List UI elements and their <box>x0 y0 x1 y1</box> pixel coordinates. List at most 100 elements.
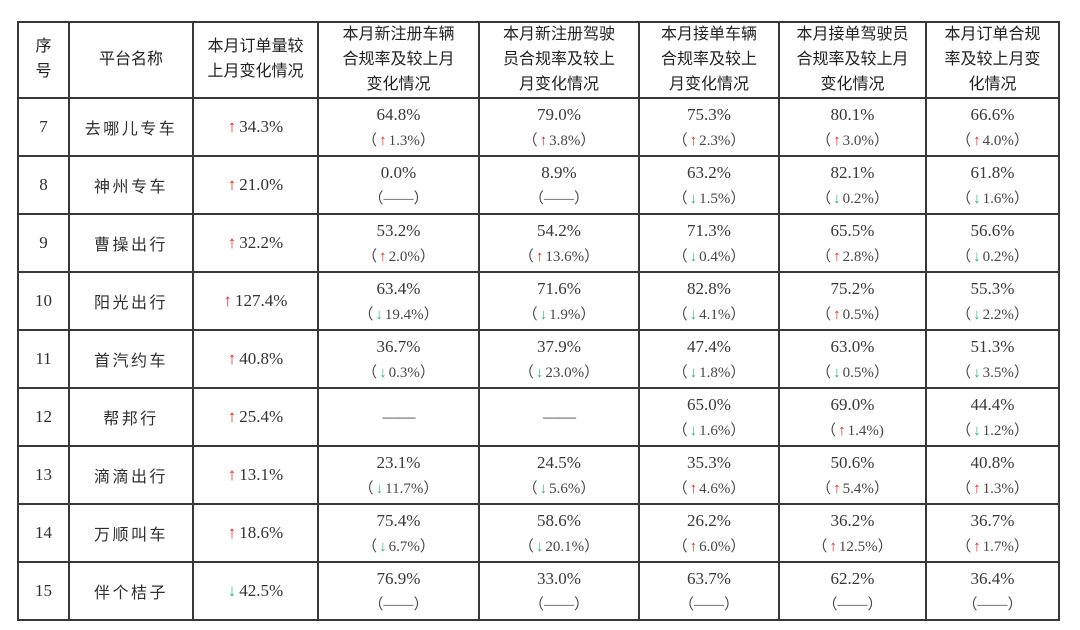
serial-cell: 12 <box>17 387 70 448</box>
order-driver-compliance-cell: 80.1% （↑ 3.0%） <box>778 97 927 158</box>
up-arrow-icon: ↑ <box>227 523 237 543</box>
down-arrow-icon: ↓ <box>689 190 698 207</box>
down-arrow-icon: ↓ <box>973 364 981 381</box>
new-driver-compliance-cell: 33.0% （——） <box>478 561 640 622</box>
rate-change: （↑ 1.3%） <box>956 480 1029 497</box>
order-driver-compliance-cell: 69.0% （↑ 1.4%) <box>778 387 927 448</box>
rate-change: （↓ 0.3%） <box>362 364 435 381</box>
platform-name-cell: 首汽约车 <box>68 329 194 390</box>
rate-value: 8.9% <box>541 163 577 183</box>
order-volume-change-cell: ↑ 18.6% <box>192 503 319 564</box>
order-vehicle-compliance-cell: 35.3% （↑ 4.6%） <box>638 445 780 506</box>
rate-value: 71.6% <box>537 279 581 299</box>
up-arrow-icon: ↑ <box>973 538 981 555</box>
up-arrow-icon: ↑ <box>227 407 237 427</box>
new-vehicle-compliance-cell: 75.4% （↓ 6.7%） <box>317 503 480 564</box>
new-vehicle-compliance-cell: 23.1% （↓ 11.7%） <box>317 445 480 506</box>
table-row: 9 曹操出行 ↑ 32.2% 53.2% （↑ 2.0%） 54.2% （↑ 13.6%） 71.3… <box>17 213 1060 274</box>
rate-value: 50.6% <box>830 453 875 473</box>
down-arrow-icon: ↓ <box>375 480 384 497</box>
order-compliance-cell: 36.4% （——） <box>925 561 1060 622</box>
up-arrow-icon: ↑ <box>833 248 841 265</box>
down-arrow-icon: ↓ <box>689 306 698 323</box>
rate-value: 35.3% <box>687 453 731 473</box>
order-vehicle-compliance-cell: 63.7% （——） <box>638 561 780 622</box>
platform-name-cell: 曹操出行 <box>68 213 194 274</box>
order-volume-change-value: 127.4% <box>235 291 288 311</box>
rate-value: 65.5% <box>830 221 875 241</box>
rate-change: （↑ 3.0%） <box>816 132 889 149</box>
order-compliance-cell: 61.8% （↓ 1.6%） <box>925 155 1060 216</box>
rate-value: 63.0% <box>830 337 875 357</box>
column-header-platform: 平台名称 <box>68 20 194 100</box>
down-arrow-icon: ↓ <box>539 480 548 497</box>
down-arrow-icon: ↓ <box>379 364 387 381</box>
rate-change: （↓ 3.5%） <box>956 364 1029 381</box>
up-arrow-icon: ↑ <box>379 132 387 149</box>
rate-value: 64.8% <box>376 105 421 125</box>
rate-change: （↓ 1.5%） <box>672 190 746 207</box>
up-arrow-icon: ↑ <box>973 480 981 497</box>
order-volume-change-cell: ↑ 40.8% <box>192 329 319 390</box>
order-volume-change-value: 21.0% <box>239 175 284 195</box>
order-volume-change-cell: ↑ 21.0% <box>192 155 319 216</box>
rate-value: 37.9% <box>537 337 581 357</box>
rate-value: 51.3% <box>970 337 1015 357</box>
new-driver-compliance-cell: 24.5% （↓ 5.6%） <box>478 445 640 506</box>
order-volume-change-cell: ↑ 32.2% <box>192 213 319 274</box>
new-vehicle-compliance-cell: 64.8% （↑ 1.3%） <box>317 97 480 158</box>
order-volume-change-cell: ↑ 25.4% <box>192 387 319 448</box>
down-arrow-icon: ↓ <box>535 538 544 555</box>
rate-change: （↑ 13.6%） <box>518 248 600 265</box>
order-driver-compliance-cell: 75.2% （↑ 0.5%） <box>778 271 927 332</box>
rate-change: （——） <box>368 596 429 613</box>
rate-change: （——） <box>962 596 1023 613</box>
down-arrow-icon: ↓ <box>689 248 698 265</box>
order-vehicle-compliance-cell: 71.3% （↓ 0.4%） <box>638 213 780 274</box>
up-arrow-icon: ↑ <box>689 480 698 497</box>
rate-change: （↓ 23.0%） <box>518 364 600 381</box>
rate-change: （↓ 20.1%） <box>518 538 600 555</box>
order-driver-compliance-cell: 62.2% （——） <box>778 561 927 622</box>
rate-change: （——） <box>822 596 883 613</box>
platform-name-cell: 伴个桔子 <box>68 561 194 622</box>
platform-name-cell: 神州专车 <box>68 155 194 216</box>
column-header-serial: 序 号 <box>17 20 70 100</box>
order-volume-change-value: 25.4% <box>239 407 284 427</box>
platform-name-cell: 去哪儿专车 <box>68 97 194 158</box>
rate-value: 75.2% <box>830 279 875 299</box>
order-compliance-cell: 56.6% （↓ 0.2%） <box>925 213 1060 274</box>
rate-value: 63.7% <box>687 569 731 589</box>
down-arrow-icon: ↓ <box>973 422 981 439</box>
new-vehicle-compliance-cell: 76.9% （——） <box>317 561 480 622</box>
rate-value: 63.2% <box>687 163 731 183</box>
up-arrow-icon: ↑ <box>227 117 237 137</box>
rate-change: （↑ 0.5%） <box>816 306 889 323</box>
rate-value: 47.4% <box>687 337 731 357</box>
table-row: 12 帮邦行 ↑ 25.4% —— —— 65.0% （↓ 1.6%） 69.0% （↑ 1.4%) 4… <box>17 387 1060 448</box>
down-arrow-icon: ↓ <box>833 190 841 207</box>
rate-value: 69.0% <box>830 395 875 415</box>
order-driver-compliance-cell: 82.1% （↓ 0.2%） <box>778 155 927 216</box>
rate-value: 82.8% <box>687 279 731 299</box>
platform-name-cell: 万顺叫车 <box>68 503 194 564</box>
rate-value: —— <box>543 407 576 427</box>
column-header-order-driver-compliance: 本月接单驾驶员 合规率及较上月 变化情况 <box>778 20 927 100</box>
rate-change: （↑ 1.3%） <box>362 132 435 149</box>
down-arrow-icon: ↓ <box>379 538 387 555</box>
table-row: 15 伴个桔子 ↓ 42.5% 76.9% （——） 33.0% （——） 63.7% （——） 6… <box>17 561 1060 622</box>
rate-change: （↓ 1.6%） <box>956 190 1029 207</box>
platform-name-cell: 滴滴出行 <box>68 445 194 506</box>
column-header-order-compliance: 本月订单合规 率及较上月变 化情况 <box>925 20 1060 100</box>
rate-change: （↓ 19.4%） <box>358 306 439 323</box>
down-arrow-icon: ↓ <box>973 248 981 265</box>
up-arrow-icon: ↑ <box>227 465 237 485</box>
serial-cell: 10 <box>17 271 70 332</box>
order-driver-compliance-cell: 65.5% （↑ 2.8%） <box>778 213 927 274</box>
down-arrow-icon: ↓ <box>833 364 841 381</box>
down-arrow-icon: ↓ <box>227 581 237 601</box>
compliance-table: 序 号平台名称 本月订单量较 上月变化情况 本月新注册车辆 合规率及较上月 变化情况… <box>17 20 1060 622</box>
new-vehicle-compliance-cell: —— <box>317 387 480 448</box>
up-arrow-icon: ↑ <box>833 306 841 323</box>
